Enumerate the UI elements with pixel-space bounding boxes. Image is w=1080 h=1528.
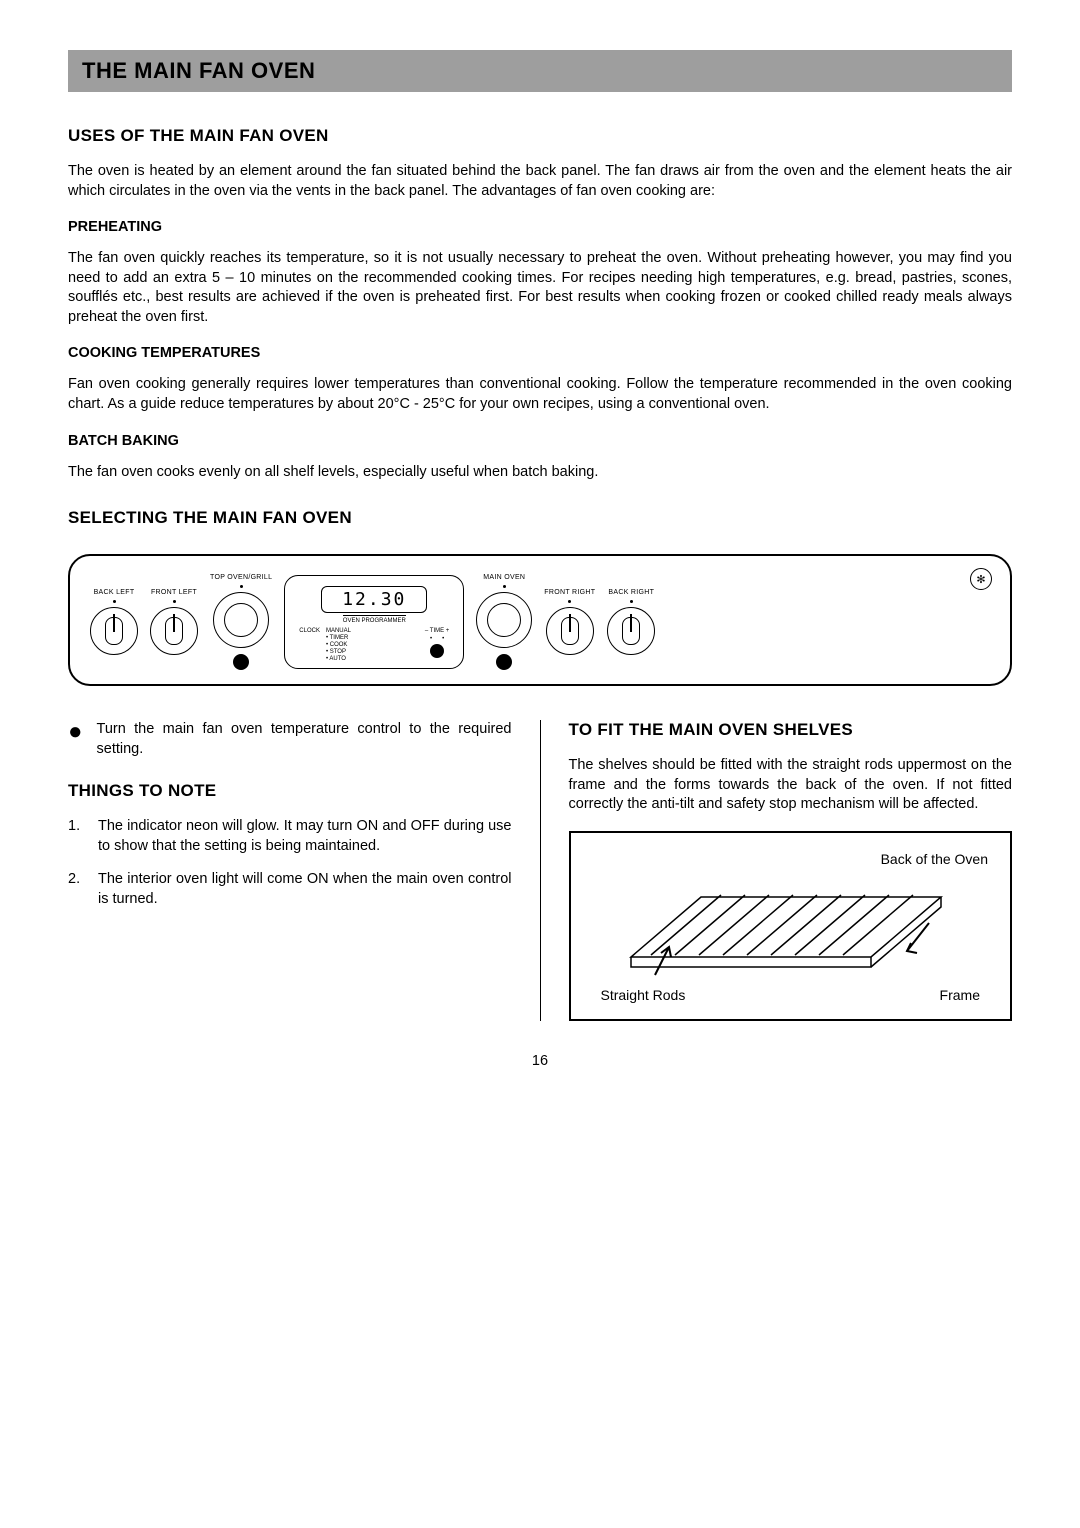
- right-column: TO FIT THE MAIN OVEN SHELVES The shelves…: [569, 720, 1013, 1021]
- left-column: ● Turn the main fan oven temperature con…: [68, 720, 512, 1021]
- frame-label: Frame: [940, 987, 980, 1003]
- shelf-diagram: Back of the Oven: [569, 831, 1013, 1021]
- uses-intro: The oven is heated by an element around …: [68, 162, 1012, 201]
- uses-heading: USES OF THE MAIN FAN OVEN: [68, 126, 1012, 146]
- knob-back-right: BACK RIGHT: [607, 589, 655, 655]
- uses-section: USES OF THE MAIN FAN OVEN The oven is he…: [68, 126, 1012, 482]
- notes-list: The indicator neon will glow. It may tur…: [68, 817, 512, 909]
- knob-back-left: BACK LEFT: [90, 589, 138, 655]
- column-divider: [540, 720, 541, 1021]
- note-2: The interior oven light will come ON whe…: [98, 870, 512, 909]
- title-banner: THE MAIN FAN OVEN: [68, 50, 1012, 92]
- knob-top-oven-grill: TOP OVEN/GRILL: [210, 574, 272, 670]
- temps-title: COOKING TEMPERATURES: [68, 345, 1012, 361]
- knob-front-left: FRONT LEFT: [150, 589, 198, 655]
- page-title: THE MAIN FAN OVEN: [82, 58, 998, 84]
- batch-body: The fan oven cooks evenly on all shelf l…: [68, 463, 1012, 483]
- fan-icon: ✻: [970, 568, 992, 590]
- selecting-heading: SELECTING THE MAIN FAN OVEN: [68, 508, 1012, 528]
- fit-shelves-heading: TO FIT THE MAIN OVEN SHELVES: [569, 720, 1013, 740]
- shelf-svg: [611, 867, 971, 987]
- note-1: The indicator neon will glow. It may tur…: [98, 817, 512, 856]
- bullet-icon: ●: [68, 720, 83, 759]
- page-number: 16: [68, 1053, 1012, 1069]
- selecting-section: SELECTING THE MAIN FAN OVEN: [68, 508, 1012, 528]
- preheating-title: PREHEATING: [68, 219, 1012, 235]
- programmer-box: 12.30 OVEN PROGRAMMER CLOCK MANUAL • TIM…: [284, 575, 464, 669]
- things-to-note-heading: THINGS TO NOTE: [68, 781, 512, 801]
- straight-rods-label: Straight Rods: [601, 987, 686, 1003]
- lcd-display: 12.30: [321, 586, 427, 613]
- control-panel-illustration: ✻ BACK LEFT FRONT LEFT TOP OVEN/GRILL 12…: [68, 554, 1012, 686]
- fit-shelves-body: The shelves should be fitted with the st…: [569, 756, 1013, 815]
- batch-title: BATCH BAKING: [68, 433, 1012, 449]
- temps-body: Fan oven cooking generally requires lowe…: [68, 375, 1012, 414]
- knob-main-oven: MAIN OVEN: [476, 574, 532, 670]
- back-of-oven-label: Back of the Oven: [881, 851, 988, 867]
- preheating-body: The fan oven quickly reaches its tempera…: [68, 249, 1012, 327]
- turn-control-text: Turn the main fan oven temperature contr…: [97, 720, 512, 759]
- knob-front-right: FRONT RIGHT: [544, 589, 595, 655]
